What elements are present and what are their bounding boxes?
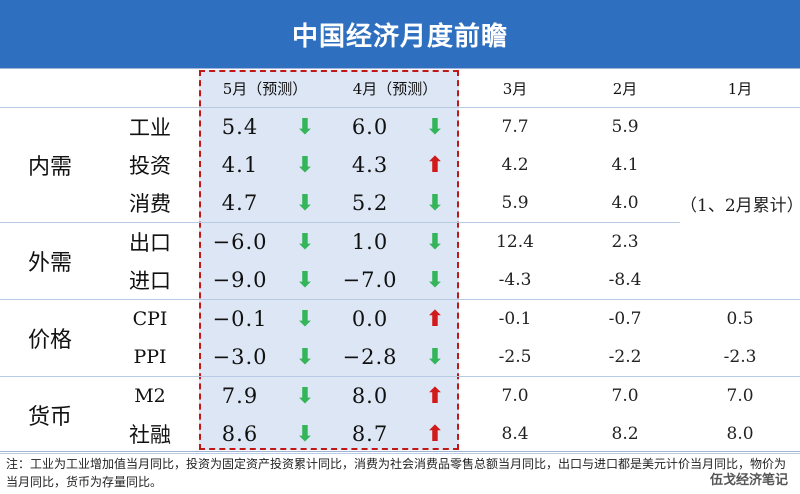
may-value: −0.1 xyxy=(212,307,268,331)
indicator-label: 投资 xyxy=(129,154,171,178)
header-blank xyxy=(100,68,200,108)
table-row: 社融 8.6 ⬇ 8.7 ⬆ 8.4 8.2 8.0 xyxy=(0,415,800,454)
apr-value: 8.0 xyxy=(351,384,389,408)
mar-value: -4.3 xyxy=(460,261,571,300)
arrow-up-icon: ⬆ xyxy=(425,306,445,332)
apr-value: 8.7 xyxy=(330,415,411,454)
table-row: 外需 出口 −6.0 ⬇ 1.0 ⬇ 12.4 2.3 xyxy=(0,222,800,300)
category-label: 货币 xyxy=(0,376,100,454)
may-value: −6.0 xyxy=(212,230,268,254)
table-row: 价格 CPI −0.1 ⬇ 0.0 ⬆ -0.1 -0.7 0.5 xyxy=(0,299,800,377)
feb-value: 8.2 xyxy=(570,415,681,454)
arrow-down-icon: ⬇ xyxy=(410,338,461,377)
apr-value: 4.3 xyxy=(351,153,389,177)
table-row: PPI −3.0 ⬇ −2.8 ⬇ -2.5 -2.2 -2.3 xyxy=(0,338,800,377)
arrow-down-icon: ⬇ xyxy=(295,306,315,332)
category-label: 价格 xyxy=(0,299,100,377)
may-value: −9.0 xyxy=(200,261,280,300)
jan-value: 7.0 xyxy=(726,386,754,406)
indicator-label: 出口 xyxy=(129,231,171,255)
watermark: 伍戈经济笔记 xyxy=(709,473,788,488)
arrow-up-icon: ⬆ xyxy=(410,415,461,454)
header-feb: 2月 xyxy=(570,68,681,108)
feb-value: 4.1 xyxy=(611,155,639,175)
forecast-table-container: 5月（预测） 4月（预测） 3月 2月 1月 内需 工业 5.4 ⬇ 6.0 ⬇ 7.7 5.… xyxy=(0,68,800,454)
may-value: 7.9 xyxy=(221,384,259,408)
mar-value: 12.4 xyxy=(496,232,534,252)
table-row: 进口 −9.0 ⬇ −7.0 ⬇ -4.3 -8.4 xyxy=(0,261,800,300)
header-may: 5月（预测） xyxy=(200,68,331,108)
jan-value: 8.0 xyxy=(680,415,800,454)
apr-value: 5.2 xyxy=(330,184,411,223)
cumulative-note: （1、2月累计） xyxy=(680,107,800,300)
header-jan: 1月 xyxy=(680,68,800,108)
arrow-down-icon: ⬇ xyxy=(425,114,445,140)
arrow-down-icon: ⬇ xyxy=(280,415,331,454)
category-label: 内需 xyxy=(0,107,100,223)
indicator-label: M2 xyxy=(134,385,166,407)
indicator-label: 消费 xyxy=(100,184,200,223)
indicator-label: 工业 xyxy=(129,116,171,140)
indicator-label: 进口 xyxy=(100,261,200,300)
feb-value: 7.0 xyxy=(611,386,639,406)
arrow-down-icon: ⬇ xyxy=(295,152,315,178)
may-value: 8.6 xyxy=(200,415,280,454)
indicator-label: CPI xyxy=(132,308,168,330)
forecast-highlight-box xyxy=(199,70,459,450)
feb-value: -0.7 xyxy=(608,309,642,329)
header-mar: 3月 xyxy=(460,68,571,108)
table-row: 投资 4.1 ⬇ 4.3 ⬆ 4.2 4.1 xyxy=(0,146,800,184)
jan-value: 0.5 xyxy=(726,309,754,329)
mar-value: 5.9 xyxy=(460,184,571,223)
arrow-down-icon: ⬇ xyxy=(425,229,445,255)
mar-value: 7.0 xyxy=(501,386,529,406)
arrow-down-icon: ⬇ xyxy=(295,114,315,140)
arrow-down-icon: ⬇ xyxy=(280,338,331,377)
feb-value: -8.4 xyxy=(570,261,681,300)
feb-value: -2.2 xyxy=(570,338,681,377)
forecast-table: 5月（预测） 4月（预测） 3月 2月 1月 内需 工业 5.4 ⬇ 6.0 ⬇ 7.7 5.… xyxy=(0,68,800,454)
arrow-down-icon: ⬇ xyxy=(295,229,315,255)
mar-value: -0.1 xyxy=(498,309,532,329)
arrow-down-icon: ⬇ xyxy=(410,184,461,223)
apr-value: −7.0 xyxy=(330,261,411,300)
may-value: 4.7 xyxy=(200,184,280,223)
footnote: 注：工业为工业增加值当月同比，投资为固定资产投资累计同比，消费为社会消费品零售总… xyxy=(6,457,787,489)
arrow-up-icon: ⬆ xyxy=(425,152,445,178)
header-apr: 4月（预测） xyxy=(330,68,461,108)
arrow-down-icon: ⬇ xyxy=(280,184,331,223)
arrow-down-icon: ⬇ xyxy=(410,261,461,300)
mar-value: 7.7 xyxy=(501,117,529,137)
may-value: 4.1 xyxy=(221,153,259,177)
apr-value: 1.0 xyxy=(351,230,389,254)
mar-value: 8.4 xyxy=(460,415,571,454)
mar-value: -2.5 xyxy=(460,338,571,377)
feb-value: 5.9 xyxy=(611,117,639,137)
indicator-label: PPI xyxy=(100,338,200,377)
may-value: −3.0 xyxy=(200,338,280,377)
apr-value: 0.0 xyxy=(351,307,389,331)
header-blank xyxy=(0,68,100,108)
arrow-up-icon: ⬆ xyxy=(425,383,445,409)
table-header-row: 5月（预测） 4月（预测） 3月 2月 1月 xyxy=(0,68,800,108)
jan-value: -2.3 xyxy=(680,338,800,377)
feb-value: 4.0 xyxy=(570,184,681,223)
mar-value: 4.2 xyxy=(501,155,529,175)
arrow-down-icon: ⬇ xyxy=(295,383,315,409)
arrow-down-icon: ⬇ xyxy=(280,261,331,300)
apr-value: 6.0 xyxy=(351,115,389,139)
page-title: 中国经济月度前瞻 xyxy=(0,0,800,68)
may-value: 5.4 xyxy=(221,115,259,139)
table-row: 内需 工业 5.4 ⬇ 6.0 ⬇ 7.7 5.9 （1、2月累计） xyxy=(0,107,800,300)
indicator-label: 社融 xyxy=(100,415,200,454)
table-row: 货币 M2 7.9 ⬇ 8.0 ⬆ 7.0 7.0 7.0 xyxy=(0,376,800,454)
category-label: 外需 xyxy=(0,222,100,300)
table-row: 消费 4.7 ⬇ 5.2 ⬇ 5.9 4.0 xyxy=(0,184,800,223)
apr-value: −2.8 xyxy=(330,338,411,377)
feb-value: 2.3 xyxy=(611,232,639,252)
